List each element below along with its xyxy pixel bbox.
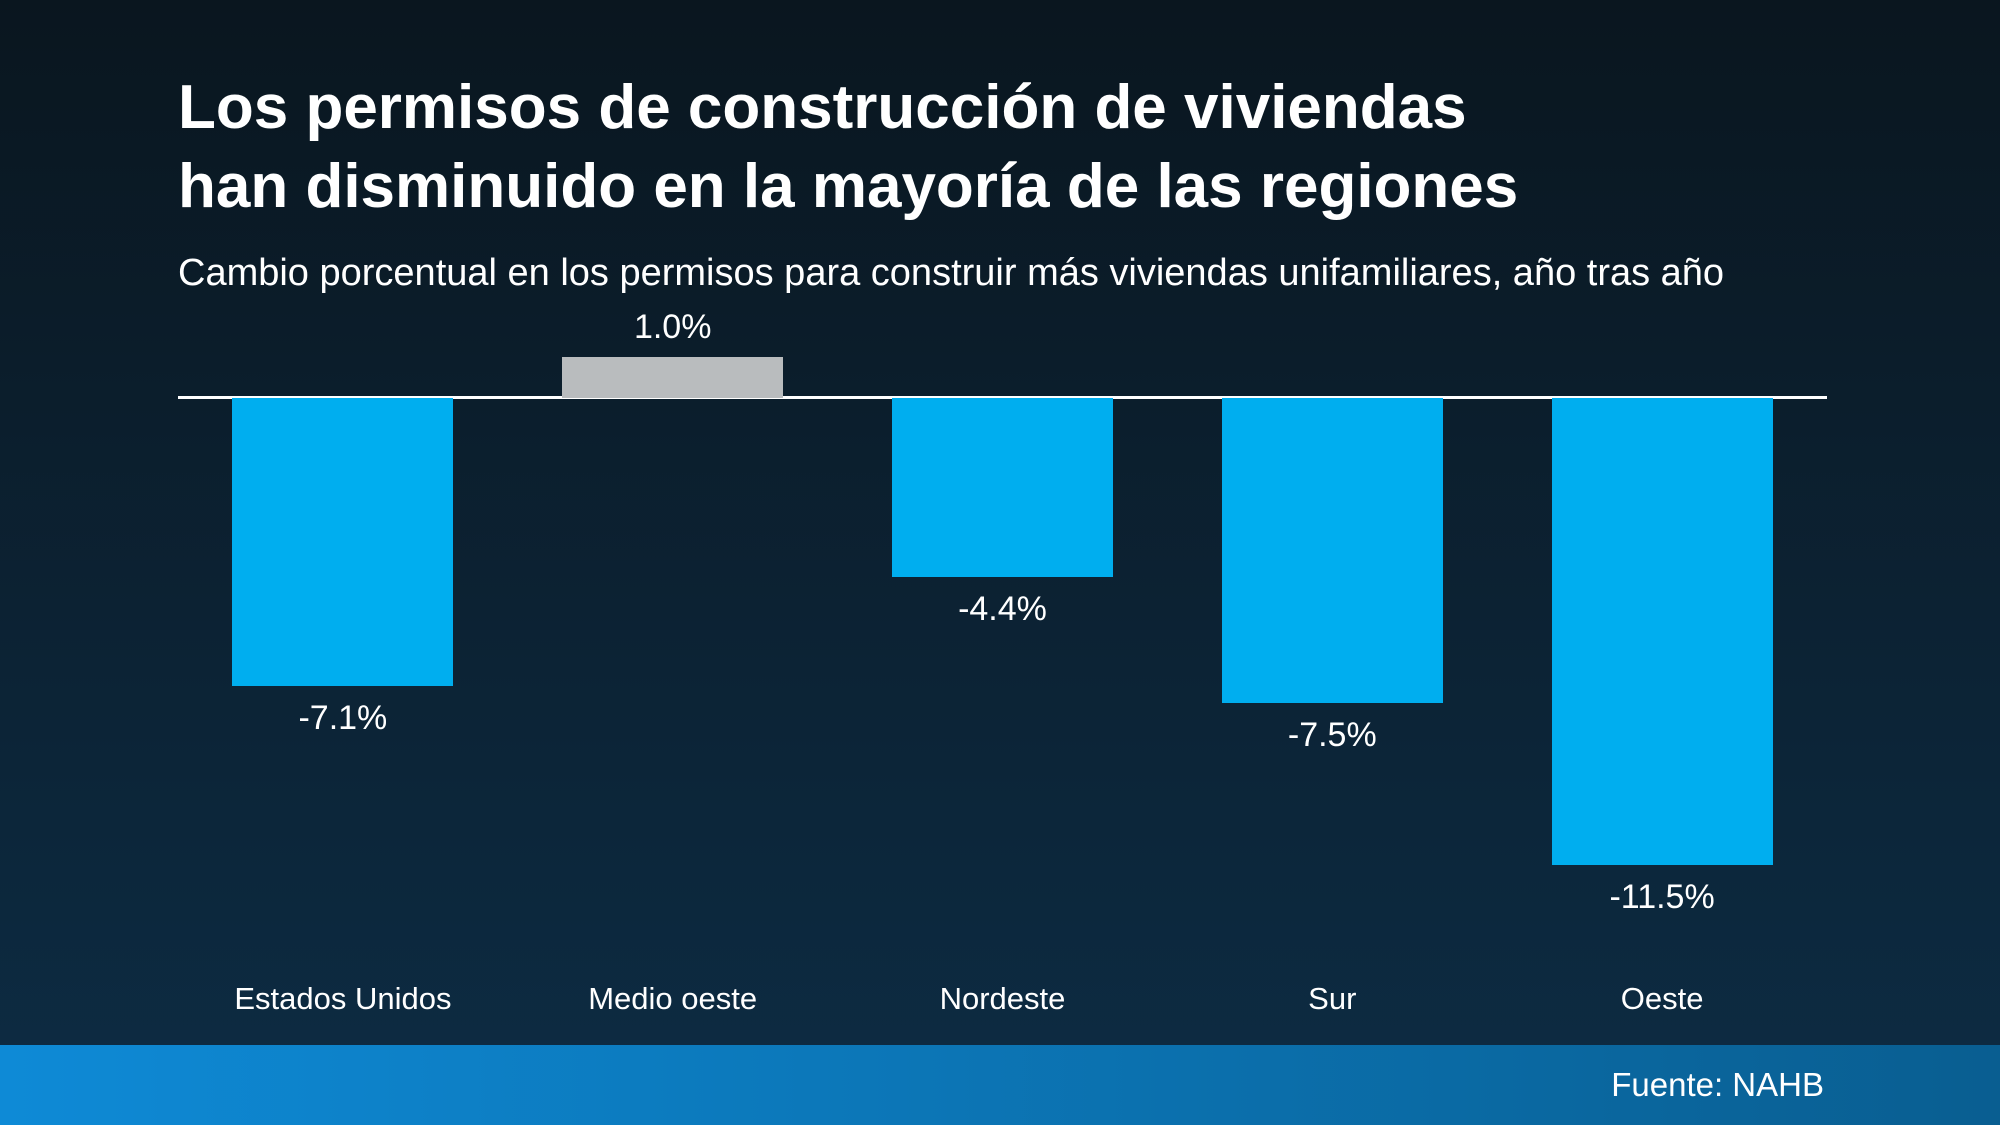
zero-baseline — [178, 396, 1827, 399]
bar-value-label: -11.5% — [1609, 877, 1715, 916]
bar — [1221, 398, 1443, 703]
chart-title-line2: han disminuido en la mayoría de las regi… — [178, 152, 1519, 221]
bar-value-label: -7.5% — [1287, 715, 1377, 754]
bar — [232, 398, 454, 687]
category-label: Nordeste — [939, 981, 1066, 1016]
category-label: Estados Unidos — [234, 981, 452, 1016]
chart-title-line1: Los permisos de construcción de vivienda… — [178, 73, 1467, 142]
chart-header: Los permisos de construcción de vivienda… — [178, 68, 1838, 296]
footer-bar: Fuente: NAHB — [0, 1045, 2000, 1125]
bar — [1551, 398, 1773, 865]
bar-value-label: -4.4% — [958, 589, 1047, 628]
bar — [562, 357, 784, 398]
category-label: Medio oeste — [588, 981, 758, 1016]
category-label: Oeste — [1620, 981, 1704, 1016]
chart-title: Los permisos de construcción de vivienda… — [178, 68, 1838, 226]
category-label: Sur — [1308, 981, 1357, 1016]
bar-value-label: -7.1% — [298, 699, 388, 738]
chart-subtitle: Cambio porcentual en los permisos para c… — [178, 252, 1725, 294]
source-label: Fuente: NAHB — [1611, 1066, 1824, 1103]
bar-value-label: 1.0% — [633, 308, 712, 347]
bar — [892, 398, 1113, 577]
